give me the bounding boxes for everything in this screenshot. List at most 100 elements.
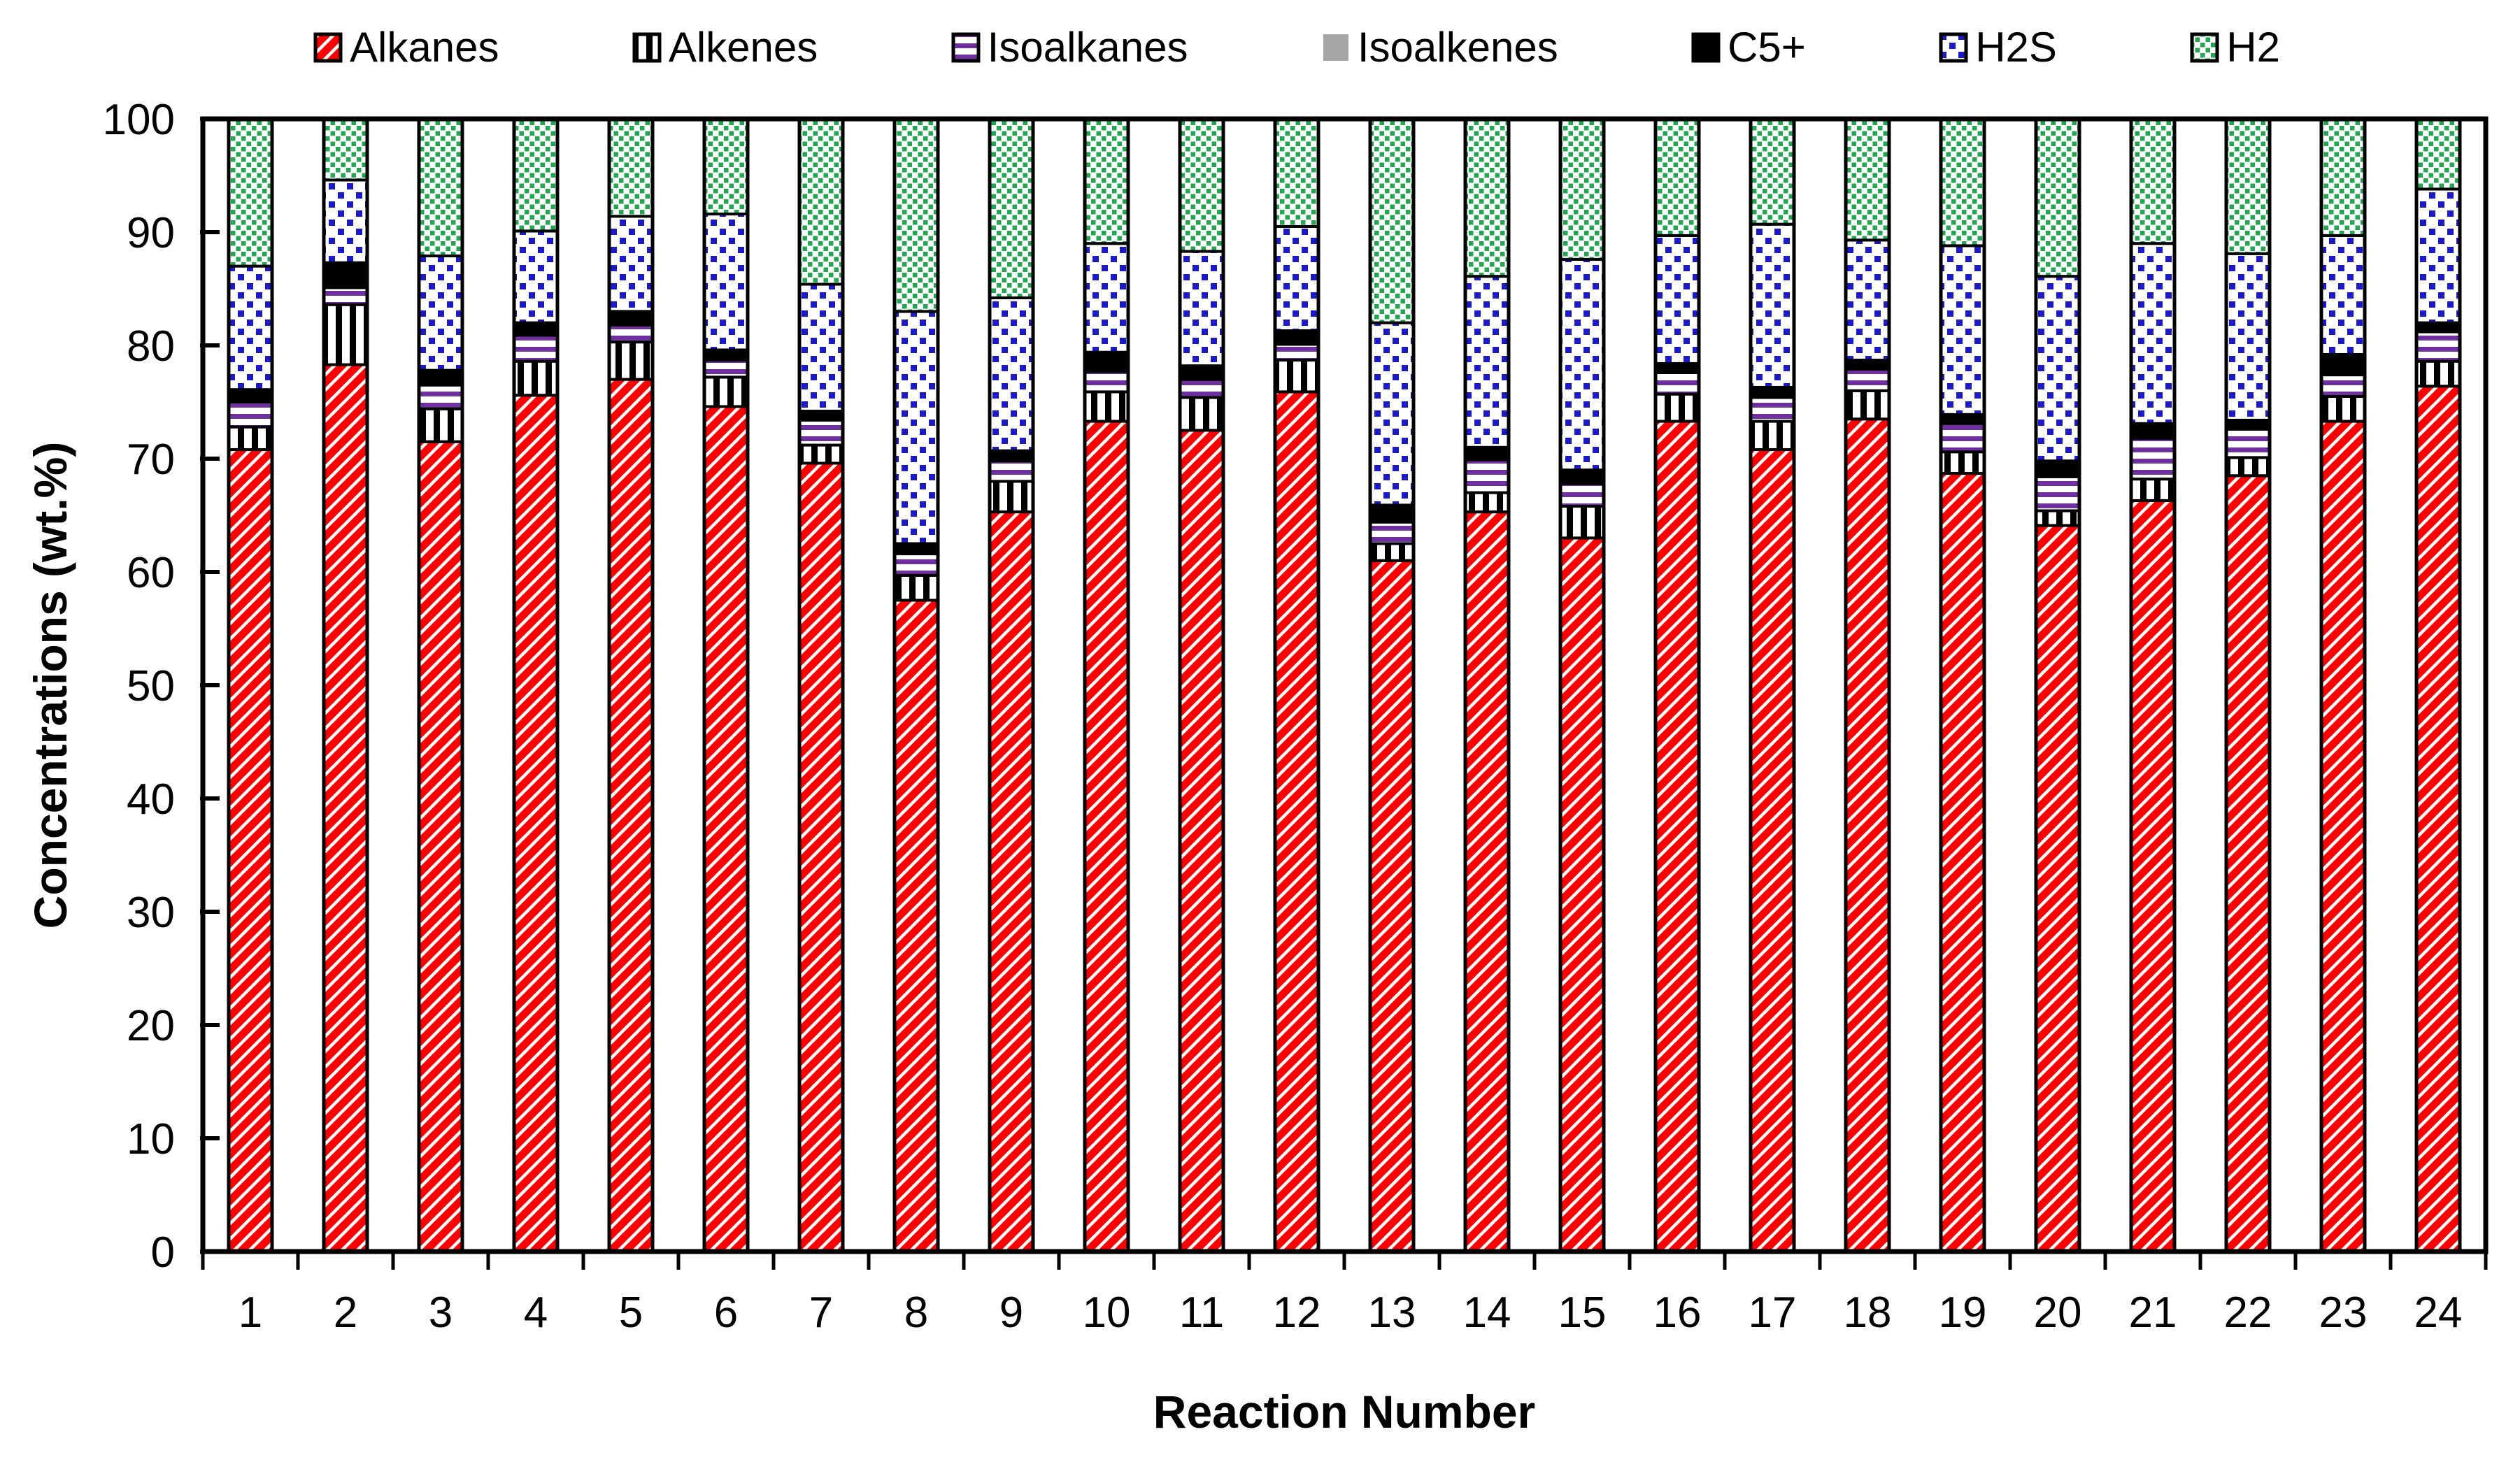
bar-segment-alkanes (1654, 420, 1700, 1253)
legend-swatch-isoalkenes-icon (1323, 34, 1348, 61)
y-tick-label: 0 (151, 1228, 175, 1277)
bar-segment-alkanes (798, 461, 844, 1253)
bar-segment-h2s (893, 310, 939, 545)
legend: Alkanes Alkenes Isoalkanes Isoalkenes C5+ H2S… (313, 27, 2280, 69)
legend-label: H2S (1975, 24, 2057, 71)
bar-segment-alkanes (1749, 448, 1795, 1253)
bar-reaction-2 (322, 117, 369, 1254)
bar-segment-h2s (798, 282, 844, 413)
bar-segment-c5 (418, 368, 464, 385)
legend-swatch-alkanes-icon (313, 32, 343, 63)
legend-swatch-h2-icon (2190, 32, 2219, 63)
bar-segment-isoalkanes (227, 401, 273, 429)
bar-reaction-21 (2129, 117, 2177, 1254)
bar-segment-alkenes (608, 341, 654, 381)
bar-reaction-4 (512, 117, 560, 1254)
y-tick-label: 100 (103, 96, 175, 144)
legend-label: Alkenes (668, 24, 818, 71)
bar-segment-h2 (1844, 117, 1891, 242)
x-tick-label: 4 (524, 1289, 548, 1337)
bar-segment-h2 (1654, 117, 1700, 237)
x-tick-label: 10 (1083, 1289, 1131, 1337)
x-tick-label: 24 (2414, 1289, 2463, 1337)
bar-reaction-19 (1939, 117, 1986, 1254)
bar-segment-h2 (1369, 117, 1415, 324)
bar-segment-c5 (1083, 350, 1130, 371)
bar-segment-h2s (703, 213, 749, 352)
bar-segment-alkenes (703, 375, 749, 408)
bars-group (227, 117, 2462, 1254)
legend-item-h2s: H2S (1939, 27, 2057, 69)
bar-segment-alkanes (2225, 474, 2271, 1253)
x-tick-label: 15 (1558, 1289, 1607, 1337)
bar-segment-alkenes (988, 480, 1034, 514)
bar-segment-alkenes (322, 303, 369, 366)
bar-segment-alkenes (1939, 450, 1986, 475)
bar-segment-h2s (418, 255, 464, 372)
axis-ticks (200, 117, 2488, 1270)
bar-segment-h2s (1749, 222, 1795, 389)
bar-reaction-3 (417, 117, 464, 1254)
bar-segment-alkanes (418, 440, 464, 1254)
bar-reaction-7 (797, 117, 845, 1254)
bar-segment-alkenes (893, 573, 939, 602)
bar-segment-alkanes (2415, 385, 2461, 1254)
x-tick-label: 23 (2319, 1289, 2368, 1337)
bar-segment-c5 (1369, 503, 1415, 522)
bar-segment-alkanes (893, 599, 939, 1253)
x-tick-label: 7 (809, 1289, 833, 1337)
bar-reaction-20 (2034, 117, 2081, 1254)
y-tick-label: 50 (127, 662, 175, 710)
bar-segment-c5 (1464, 445, 1510, 459)
legend-swatch-rect (1939, 32, 1968, 63)
bar-segment-h2 (2035, 117, 2081, 278)
bar-reaction-10 (1083, 117, 1130, 1254)
bar-segment-alkenes (1464, 491, 1510, 514)
legend-swatch-rect (951, 32, 981, 63)
bar-segment-alkenes (1179, 396, 1225, 432)
bar-segment-h2 (513, 117, 559, 233)
bar-segment-isoalkanes (2130, 436, 2176, 481)
bar-segment-h2s (1083, 242, 1130, 354)
bar-segment-h2 (1749, 117, 1795, 226)
bar-segment-h2 (1083, 117, 1130, 245)
bar-reaction-23 (2319, 117, 2367, 1254)
y-tick-label: 10 (127, 1115, 175, 1163)
bar-reaction-13 (1368, 117, 1416, 1254)
bar-segment-isoalkanes (418, 383, 464, 410)
bar-segment-alkenes (2130, 478, 2176, 502)
bar-segment-alkenes (1559, 505, 1605, 540)
bar-segment-alkanes (1274, 390, 1320, 1253)
bar-reaction-11 (1178, 117, 1225, 1254)
bar-segment-h2 (1274, 117, 1320, 228)
bar-reaction-15 (1558, 117, 1606, 1254)
bar-segment-isoalkanes (988, 459, 1034, 483)
bar-segment-isoalkanes (1179, 378, 1225, 399)
bar-segment-isoalkanes (798, 418, 844, 447)
bar-segment-isoalkanes (513, 334, 559, 363)
bar-segment-alkenes (1749, 420, 1795, 452)
bar-reaction-1 (227, 117, 274, 1254)
bar-segment-h2s (2415, 187, 2461, 324)
bar-segment-alkanes (2320, 420, 2366, 1253)
bar-segment-c5 (2035, 459, 2081, 476)
bar-segment-isoalkanes (1939, 422, 1986, 454)
bar-segment-h2s (1464, 275, 1510, 449)
legend-item-alkanes: Alkanes (313, 27, 499, 69)
bar-segment-alkenes (418, 407, 464, 443)
x-tick-label: 19 (1939, 1289, 1987, 1337)
y-tick-label: 90 (127, 209, 175, 257)
bar-segment-h2 (893, 117, 939, 313)
bar-segment-isoalkanes (1369, 520, 1415, 545)
bar-segment-alkanes (322, 363, 369, 1253)
bar-segment-alkanes (1179, 429, 1225, 1253)
bar-segment-h2s (1844, 238, 1891, 362)
legend-item-h2: H2 (2190, 27, 2280, 69)
y-tick-label: 60 (127, 549, 175, 597)
bar-segment-alkanes (1369, 559, 1415, 1253)
legend-item-isoalkenes: Isoalkenes (1321, 27, 1558, 69)
bar-segment-alkenes (1654, 392, 1700, 423)
x-tick-label: 2 (334, 1289, 357, 1337)
bar-segment-alkenes (227, 425, 273, 452)
